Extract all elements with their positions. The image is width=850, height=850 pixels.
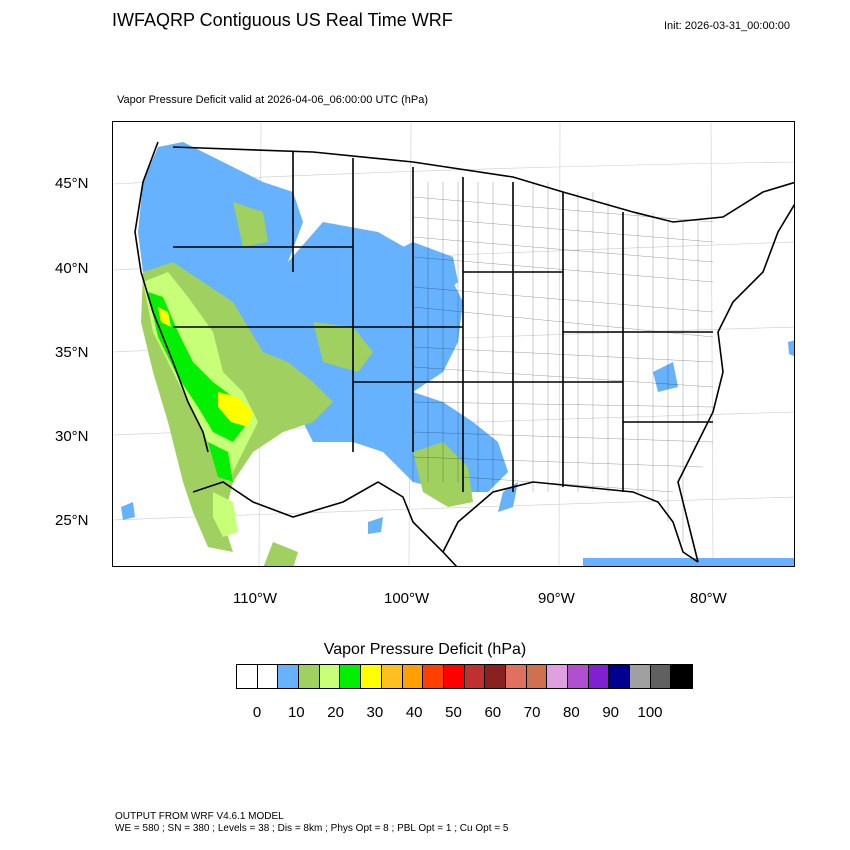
lon-label-80: 80°W xyxy=(690,590,727,607)
colorbar-swatch xyxy=(319,665,341,688)
colorbar-swatch xyxy=(299,665,320,688)
footer-config-line: WE = 580 ; SN = 380 ; Levels = 38 ; Dis … xyxy=(115,823,509,834)
footer-model-line: OUTPUT FROM WRF V4.6.1 MODEL xyxy=(115,811,284,822)
colorbar-title: Vapor Pressure Deficit (hPa) xyxy=(323,641,527,658)
colorbar-tick-label: 60 xyxy=(484,704,502,721)
colorbar-swatch xyxy=(505,665,527,688)
colorbar-swatch xyxy=(650,665,672,688)
colorbar-swatch xyxy=(609,665,631,688)
map-svg xyxy=(113,122,794,566)
lat-label-45: 45°N xyxy=(55,175,89,192)
colorbar-swatch xyxy=(423,665,444,688)
colorbar-tick-label: 100 xyxy=(637,704,663,721)
lon-label-90: 90°W xyxy=(538,590,575,607)
colorbar-tick-label: 50 xyxy=(445,704,462,721)
colorbar-swatch xyxy=(257,665,279,688)
colorbar-swatch xyxy=(526,665,548,688)
lat-label-30: 30°N xyxy=(55,428,89,445)
colorbar-tick-label: 20 xyxy=(327,704,344,721)
colorbar-tick-label: 70 xyxy=(523,704,541,721)
colorbar-tick-label: 80 xyxy=(563,704,580,721)
colorbar-tick-label: 10 xyxy=(287,704,305,721)
colorbar-swatch xyxy=(443,665,465,688)
vpd-peak-shading xyxy=(158,307,253,427)
field-valid-label: Vapor Pressure Deficit valid at 2026-04-… xyxy=(117,94,429,106)
lat-label-40: 40°N xyxy=(55,260,89,277)
colorbar-swatch xyxy=(485,665,506,688)
colorbar-swatch xyxy=(464,665,486,688)
colorbar-tick-label: 30 xyxy=(366,704,384,721)
colorbar-swatch xyxy=(278,665,300,688)
colorbar xyxy=(236,664,694,689)
colorbar-swatch xyxy=(568,665,589,688)
colorbar-swatch xyxy=(340,665,362,688)
colorbar-swatch xyxy=(547,665,568,688)
colorbar-tick-label: 40 xyxy=(405,704,423,721)
lat-label-25: 25°N xyxy=(55,512,89,529)
colorbar-swatch xyxy=(361,665,382,688)
colorbar-swatch xyxy=(381,665,403,688)
map-panel xyxy=(112,121,795,567)
colorbar-tick-label: 0 xyxy=(252,704,262,721)
colorbar-swatch xyxy=(630,665,651,688)
colorbar-swatch xyxy=(402,665,424,688)
colorbar-swatch xyxy=(671,665,693,688)
colorbar-swatch xyxy=(237,665,258,688)
main-title: IWFAQRP Contiguous US Real Time WRF xyxy=(112,10,453,30)
vpd-low-shading xyxy=(121,142,794,566)
lon-label-100: 100°W xyxy=(384,590,430,607)
lat-label-35: 35°N xyxy=(55,344,89,361)
lon-label-110: 110°W xyxy=(233,590,278,607)
county-lines xyxy=(412,182,714,542)
init-time-label: Init: 2026-03-31_00:00:00 xyxy=(664,20,790,32)
colorbar-swatch xyxy=(588,665,610,688)
colorbar-tick-label: 90 xyxy=(602,704,620,721)
